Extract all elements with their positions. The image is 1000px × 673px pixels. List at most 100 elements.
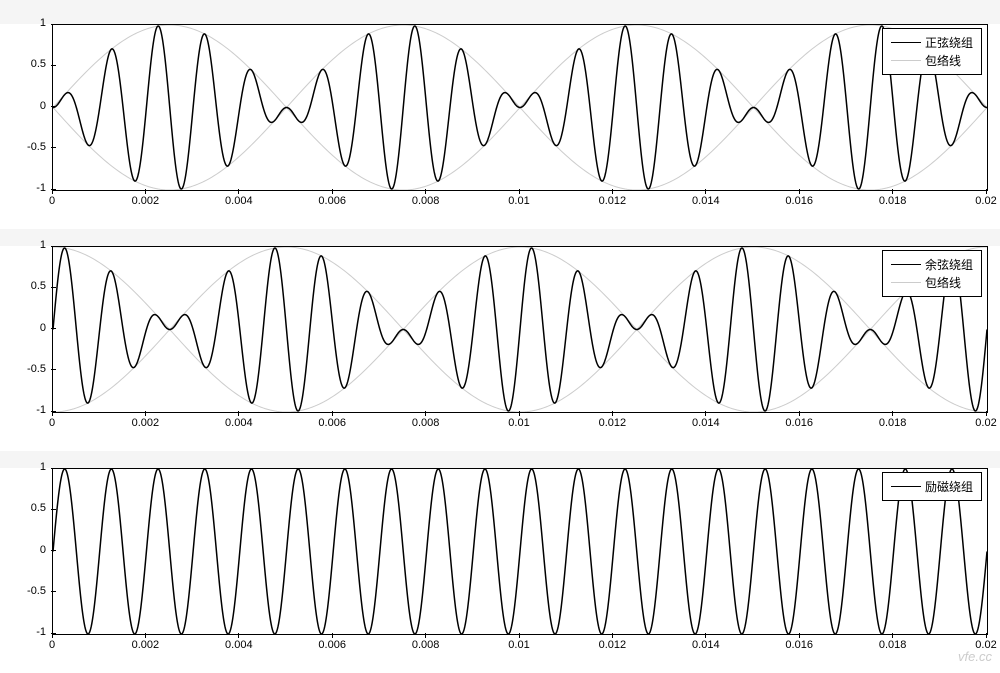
x-tick [986,633,987,638]
y-tick-label: -1 [0,627,46,638]
y-tick-label: 0.5 [0,281,46,292]
signal-line [53,26,987,189]
x-tick-label: 0 [32,640,72,651]
plot-area [52,246,988,413]
x-tick-label: 0.012 [592,418,632,429]
x-tick [519,189,520,194]
y-tick [51,591,56,592]
chart-svg [53,469,987,634]
x-tick-label: 0.014 [686,640,726,651]
x-tick-label: 0.018 [873,418,913,429]
legend-label: 正弦绕组 [925,34,973,51]
x-tick [612,411,613,416]
x-tick-label: 0.01 [499,418,539,429]
x-tick [892,411,893,416]
y-tick-label: 1 [0,240,46,251]
legend-item: 包络线 [891,274,973,291]
x-tick-label: 0.014 [686,196,726,207]
x-tick [799,189,800,194]
x-tick [892,633,893,638]
y-tick [51,106,56,107]
x-tick [238,411,239,416]
y-tick [51,369,56,370]
y-tick-label: 0 [0,545,46,556]
x-tick [799,633,800,638]
x-tick [52,411,53,416]
legend-line-icon [891,282,921,283]
x-tick-label: 0.01 [499,640,539,651]
x-tick-label: 0.008 [406,196,446,207]
x-tick-label: 0.004 [219,640,259,651]
x-tick [705,633,706,638]
x-tick [52,633,53,638]
y-tick-label: -0.5 [0,586,46,597]
legend: 励磁绕组 [882,472,982,501]
x-tick-label: 0.014 [686,418,726,429]
x-tick [519,411,520,416]
legend-line-icon [891,264,921,265]
y-tick [51,246,56,247]
x-tick-label: 0.016 [779,418,819,429]
x-tick [145,411,146,416]
watermark-text: vfe.cc [958,649,992,664]
cosine-winding-chart: -1-0.500.5100.0020.0040.0060.0080.010.01… [0,246,1000,451]
x-tick-label: 0.016 [779,640,819,651]
plot-area [52,468,988,635]
y-tick-label: 0.5 [0,59,46,70]
y-tick [51,328,56,329]
legend-line-icon [891,486,921,487]
x-tick-label: 0.002 [125,418,165,429]
chart-svg [53,247,987,412]
y-tick [51,287,56,288]
x-tick [612,633,613,638]
x-tick [332,189,333,194]
x-tick-label: 0.01 [499,196,539,207]
x-tick-label: 0 [32,418,72,429]
sine-winding-chart: -1-0.500.5100.0020.0040.0060.0080.010.01… [0,24,1000,229]
y-tick-label: 1 [0,462,46,473]
x-tick [892,189,893,194]
x-tick [145,633,146,638]
y-tick [51,509,56,510]
x-tick-label: 0.018 [873,640,913,651]
x-tick [705,411,706,416]
plot-area [52,24,988,191]
legend-line-icon [891,42,921,43]
x-tick-label: 0.008 [406,640,446,651]
legend-item: 余弦绕组 [891,256,973,273]
x-tick-label: 0.012 [592,196,632,207]
x-tick [332,411,333,416]
x-tick [238,189,239,194]
x-tick-label: 0.02 [966,418,1000,429]
y-tick-label: 0 [0,101,46,112]
y-tick [51,65,56,66]
signal-line [53,469,987,634]
legend-label: 包络线 [925,52,961,69]
y-tick-label: -0.5 [0,142,46,153]
x-tick-label: 0.002 [125,196,165,207]
legend-label: 励磁绕组 [925,478,973,495]
y-tick-label: 0 [0,323,46,334]
excitation-winding-chart: -1-0.500.5100.0020.0040.0060.0080.010.01… [0,468,1000,673]
legend-label: 余弦绕组 [925,256,973,273]
x-tick-label: 0.02 [966,196,1000,207]
x-tick-label: 0.002 [125,640,165,651]
legend-item: 励磁绕组 [891,478,973,495]
x-tick-label: 0.004 [219,196,259,207]
y-tick-label: 0.5 [0,503,46,514]
x-tick [986,189,987,194]
x-tick [425,189,426,194]
x-tick-label: 0.004 [219,418,259,429]
y-tick [51,24,56,25]
x-tick-label: 0.016 [779,196,819,207]
y-tick [51,468,56,469]
x-tick [425,633,426,638]
y-tick [51,147,56,148]
y-tick [51,550,56,551]
x-tick-label: 0 [32,196,72,207]
y-tick-label: -0.5 [0,364,46,375]
legend-label: 包络线 [925,274,961,291]
legend-item: 正弦绕组 [891,34,973,51]
chart-svg [53,25,987,190]
x-tick-label: 0.006 [312,418,352,429]
